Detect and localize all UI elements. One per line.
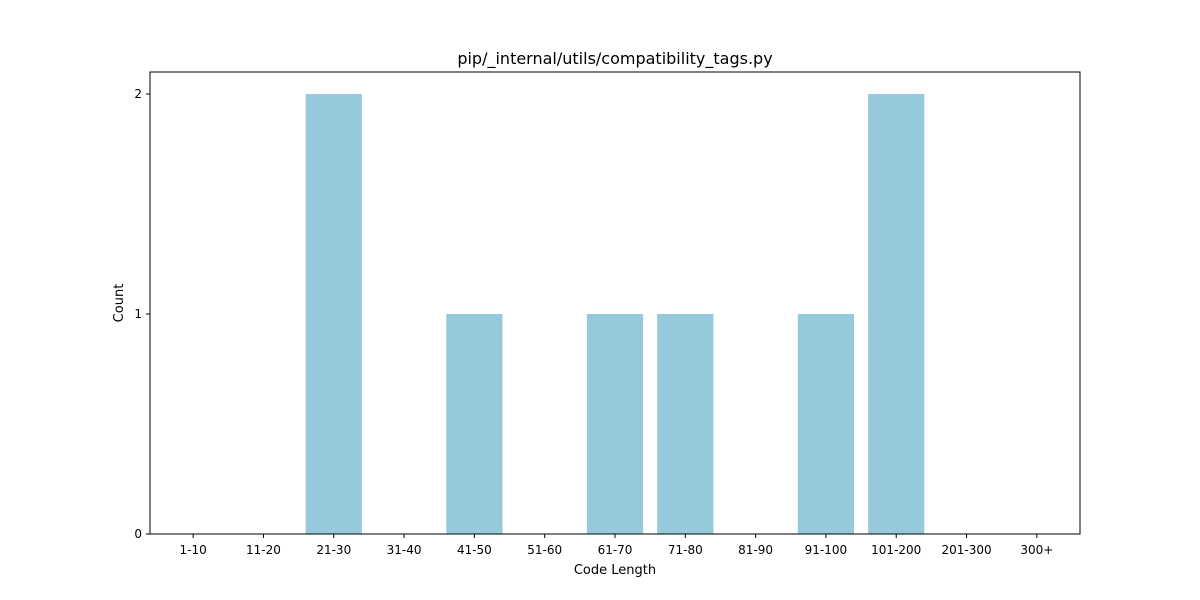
bar-21-30 [305, 94, 362, 534]
bar-61-70 [586, 314, 644, 534]
x-tick-label: 201-300 [941, 543, 991, 557]
x-tick-label: 1-10 [180, 543, 207, 557]
x-tick-label: 81-90 [738, 543, 773, 557]
chart-title: pip/_internal/utils/compatibility_tags.p… [457, 49, 772, 69]
x-tick-label: 91-100 [805, 543, 848, 557]
y-tick-label: 1 [134, 307, 142, 321]
bar-41-50 [446, 314, 503, 534]
y-tick-label: 2 [134, 87, 142, 101]
bars-group [305, 94, 925, 534]
bar-71-80 [657, 314, 714, 534]
x-tick-label: 11-20 [246, 543, 281, 557]
x-tick-label: 300+ [1020, 543, 1053, 557]
x-tick-label: 101-200 [871, 543, 921, 557]
x-tick-label: 41-50 [457, 543, 492, 557]
x-tick-label: 51-60 [527, 543, 562, 557]
bar-91-100 [797, 314, 855, 534]
bar-101-200 [868, 94, 925, 534]
x-axis-label: Code Length [574, 563, 656, 578]
x-tick-label: 61-70 [598, 543, 633, 557]
x-axis-ticks: 1-10 11-20 21-30 31-40 41-50 51-60 61-70 71-80 8… [180, 534, 1053, 557]
x-tick-label: 21-30 [316, 543, 351, 557]
y-axis-ticks: 0 1 2 [134, 87, 150, 541]
y-tick-label: 0 [134, 527, 142, 541]
y-axis-label: Count [112, 284, 127, 323]
x-tick-label: 71-80 [668, 543, 703, 557]
x-tick-label: 31-40 [387, 543, 422, 557]
